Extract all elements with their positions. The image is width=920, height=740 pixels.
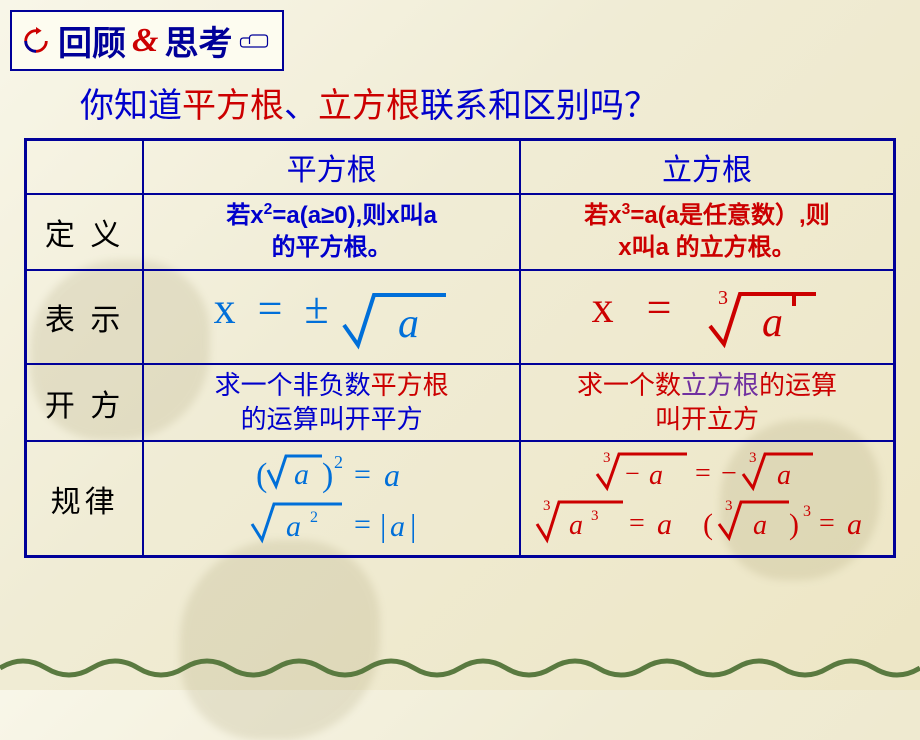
- svg-text:=: =: [354, 458, 371, 491]
- refresh-icon: [20, 25, 52, 57]
- cbrt-a-icon: 3 a: [704, 284, 822, 352]
- kf-sq-post: 的运算叫开平方: [241, 405, 423, 434]
- label-notation: 表 示: [26, 270, 144, 364]
- svg-text:a: a: [657, 508, 672, 541]
- title-box: 回顾 & 思考: [10, 10, 284, 71]
- svg-text:a: a: [777, 460, 791, 491]
- svg-text:a: a: [286, 510, 301, 543]
- svg-text:a: a: [294, 458, 309, 491]
- svg-text:3: 3: [718, 287, 728, 309]
- svg-text:2: 2: [310, 509, 318, 526]
- svg-text:|: |: [380, 507, 386, 543]
- svg-text:3: 3: [725, 498, 733, 514]
- rule-sq-formula-icon: ( a ) 2 = a a 2 = | a |: [202, 446, 462, 546]
- svg-text:=: =: [629, 508, 645, 539]
- svg-text:(: (: [256, 457, 267, 494]
- intro-question: 你知道平方根、立方根联系和区别吗？: [80, 78, 658, 127]
- q-post: 联系和区别吗？: [420, 88, 658, 125]
- def-cb-c: x叫a 的立方根。: [618, 234, 795, 261]
- row-notation: 表 示 x = ± a x = 3 a: [26, 270, 895, 364]
- q-comma: 、: [284, 88, 318, 125]
- svg-text:a: a: [753, 510, 767, 541]
- title-amp: &: [132, 22, 158, 60]
- svg-text:a: a: [762, 300, 783, 346]
- kf-cb-pre: 求一个数: [577, 371, 681, 400]
- svg-text:−: −: [625, 459, 640, 488]
- svg-text:=: =: [354, 508, 371, 541]
- svg-text:|: |: [410, 507, 416, 543]
- label-operation: 开 方: [26, 364, 144, 442]
- svg-text:3: 3: [603, 450, 611, 466]
- svg-text:a: a: [847, 508, 862, 541]
- q-cb: 立方根: [318, 88, 420, 125]
- sqrt-a-icon: a: [340, 287, 450, 351]
- svg-text:=: =: [695, 458, 711, 489]
- row-operation: 开 方 求一个非负数平方根 的运算叫开平方 求一个数立方根的运算 叫开立方: [26, 364, 895, 442]
- operation-square: 求一个非负数平方根 的运算叫开平方: [143, 364, 520, 442]
- svg-text:a: a: [649, 460, 663, 491]
- row-rules: 规律 ( a ) 2 = a a 2 = | a |: [26, 441, 895, 557]
- svg-text:a: a: [569, 510, 583, 541]
- svg-text:2: 2: [334, 452, 343, 472]
- f-x: x: [214, 284, 236, 333]
- kf-cb-mid: 立方根: [681, 371, 759, 400]
- row-definition: 定 义 若x2=a(a≥0),则x叫a 的平方根。 若x3=a(a是任意数）,则…: [26, 194, 895, 270]
- rules-square: ( a ) 2 = a a 2 = | a |: [143, 441, 520, 557]
- q-pre: 你知道: [80, 88, 182, 125]
- title-part1: 回顾: [58, 16, 126, 65]
- f-eq: =: [258, 284, 283, 333]
- kf-cb-post1: 的运算: [759, 371, 837, 400]
- header-blank: [26, 140, 144, 195]
- def-cb-b: =a(a是任意数）,则: [630, 202, 829, 229]
- label-rules: 规律: [26, 441, 144, 557]
- def-cb-a: 若x: [584, 202, 621, 229]
- f-pm: ±: [304, 284, 328, 333]
- header-square-root: 平方根: [143, 140, 520, 195]
- notation-cube: x = 3 a: [520, 270, 895, 364]
- def-cube: 若x3=a(a是任意数）,则 x叫a 的立方根。: [520, 194, 895, 270]
- def-sq-b: =a(a≥0),则x叫a: [272, 202, 437, 229]
- svg-text:a: a: [398, 301, 419, 347]
- wave-divider-icon: [0, 654, 920, 682]
- kf-sq-mid: 平方根: [371, 371, 449, 400]
- q-sq: 平方根: [182, 88, 284, 125]
- bg-floral-2: [180, 540, 380, 740]
- svg-text:a: a: [384, 457, 400, 493]
- svg-text:−: −: [721, 458, 737, 489]
- svg-text:3: 3: [803, 503, 811, 520]
- pointing-hand-icon: [238, 25, 270, 57]
- comparison-table: 平方根 立方根 定 义 若x2=a(a≥0),则x叫a 的平方根。 若x3=a(…: [24, 138, 896, 558]
- svg-text:3: 3: [749, 450, 757, 466]
- table-header-row: 平方根 立方根: [26, 140, 895, 195]
- header-cube-root: 立方根: [520, 140, 895, 195]
- def-square: 若x2=a(a≥0),则x叫a 的平方根。: [143, 194, 520, 270]
- svg-text:(: (: [703, 508, 713, 541]
- rules-cube: 3 − a = − 3 a 3 a 3 = a ( 3: [520, 441, 895, 557]
- operation-cube: 求一个数立方根的运算 叫开立方: [520, 364, 895, 442]
- svg-text:): ): [322, 457, 333, 494]
- svg-text:): ): [789, 508, 799, 541]
- fc-eq: =: [647, 283, 672, 332]
- rule-cb-formula-icon: 3 − a = − 3 a 3 a 3 = a ( 3: [527, 446, 887, 546]
- label-definition: 定 义: [26, 194, 144, 270]
- fc-x: x: [592, 283, 614, 332]
- svg-text:a: a: [390, 510, 405, 543]
- kf-sq-pre: 求一个非负数: [215, 371, 371, 400]
- notation-square: x = ± a: [143, 270, 520, 364]
- svg-text:=: =: [819, 508, 835, 539]
- title-part2: 思考: [164, 16, 232, 65]
- def-sq-c: 的平方根。: [272, 234, 392, 261]
- svg-text:3: 3: [543, 498, 551, 514]
- kf-cb-post2: 叫开立方: [655, 405, 759, 434]
- svg-text:3: 3: [591, 508, 599, 524]
- def-sq-a: 若x: [226, 202, 263, 229]
